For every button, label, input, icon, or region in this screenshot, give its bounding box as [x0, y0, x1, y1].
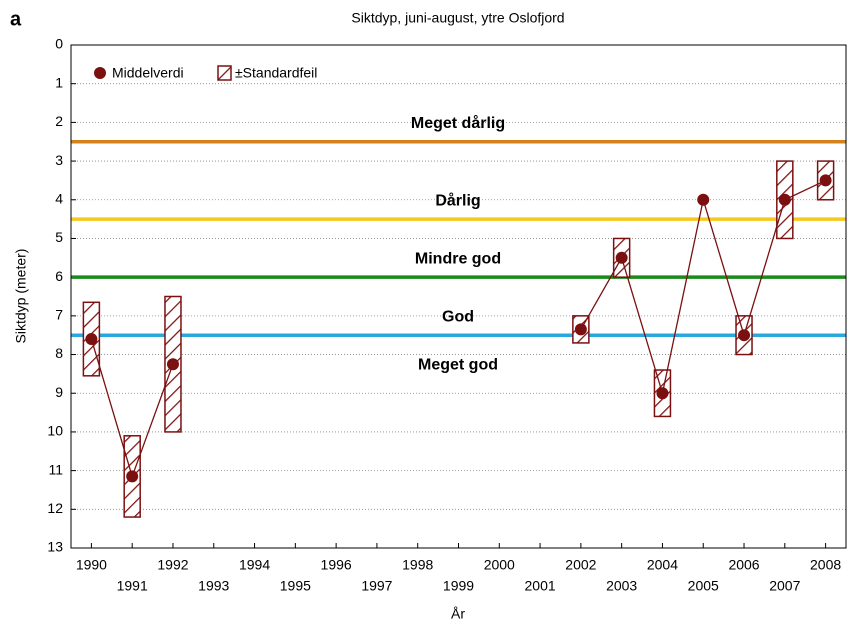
y-axis-label: Siktdyp (meter)	[13, 249, 29, 344]
y-tick-label: 7	[55, 307, 63, 323]
legend-label: ±Standardfeil	[235, 65, 317, 81]
y-tick-label: 8	[55, 345, 63, 361]
x-axis-label: År	[451, 606, 465, 622]
y-tick-label: 4	[55, 190, 63, 206]
plot-frame	[70, 44, 847, 549]
marker	[615, 251, 628, 264]
legend-marker	[94, 67, 106, 79]
x-tick-label: 1998	[402, 557, 433, 573]
x-tick-label: 1997	[361, 578, 392, 594]
x-tick-label: 2007	[769, 578, 800, 594]
x-tick-label: 2000	[484, 557, 515, 573]
zone-label: Meget dårlig	[411, 114, 505, 132]
x-tick-label: 1995	[280, 578, 311, 594]
x-tick-label: 1994	[239, 557, 270, 573]
y-tick-label: 11	[48, 461, 63, 477]
marker	[697, 193, 710, 206]
x-tick-label: 2001	[525, 578, 556, 594]
zone-label: God	[442, 308, 474, 325]
x-tick-label: 1999	[443, 578, 474, 594]
y-tick-label: 2	[55, 113, 63, 129]
zone-label: Dårlig	[435, 191, 480, 209]
marker	[85, 333, 98, 346]
marker	[166, 358, 179, 371]
x-tick-label: 1996	[321, 557, 352, 573]
y-tick-label: 13	[47, 539, 63, 555]
x-tick-label: 1991	[117, 578, 148, 594]
x-tick-label: 2003	[606, 578, 637, 594]
y-tick-label: 10	[47, 423, 63, 439]
marker	[738, 329, 751, 342]
y-tick-label: 3	[55, 152, 63, 168]
marker	[656, 387, 669, 400]
x-tick-label: 1993	[198, 578, 229, 594]
x-tick-label: 1990	[76, 557, 107, 573]
x-tick-label: 2004	[647, 557, 678, 573]
y-tick-label: 6	[55, 268, 63, 284]
legend-box	[217, 65, 232, 81]
legend-label: Middelverdi	[112, 65, 184, 81]
chart-title: Siktdyp, juni-august, ytre Oslofjord	[351, 10, 564, 26]
y-tick-label: 9	[55, 384, 63, 400]
zone-label: Meget god	[418, 356, 498, 373]
y-tick-label: 12	[47, 500, 63, 516]
marker	[126, 470, 139, 483]
y-tick-label: 5	[55, 229, 63, 245]
marker	[819, 174, 832, 187]
x-tick-label: 2006	[728, 557, 759, 573]
y-tick-label: 1	[55, 74, 63, 90]
x-tick-label: 2005	[688, 578, 719, 594]
x-tick-label: 1992	[157, 557, 188, 573]
x-tick-label: 2008	[810, 557, 841, 573]
y-tick-label: 0	[55, 36, 63, 52]
marker	[574, 323, 587, 336]
panel-label: a	[10, 8, 22, 30]
marker	[778, 193, 791, 206]
zone-label: Mindre god	[415, 250, 501, 267]
x-tick-label: 2002	[565, 557, 596, 573]
